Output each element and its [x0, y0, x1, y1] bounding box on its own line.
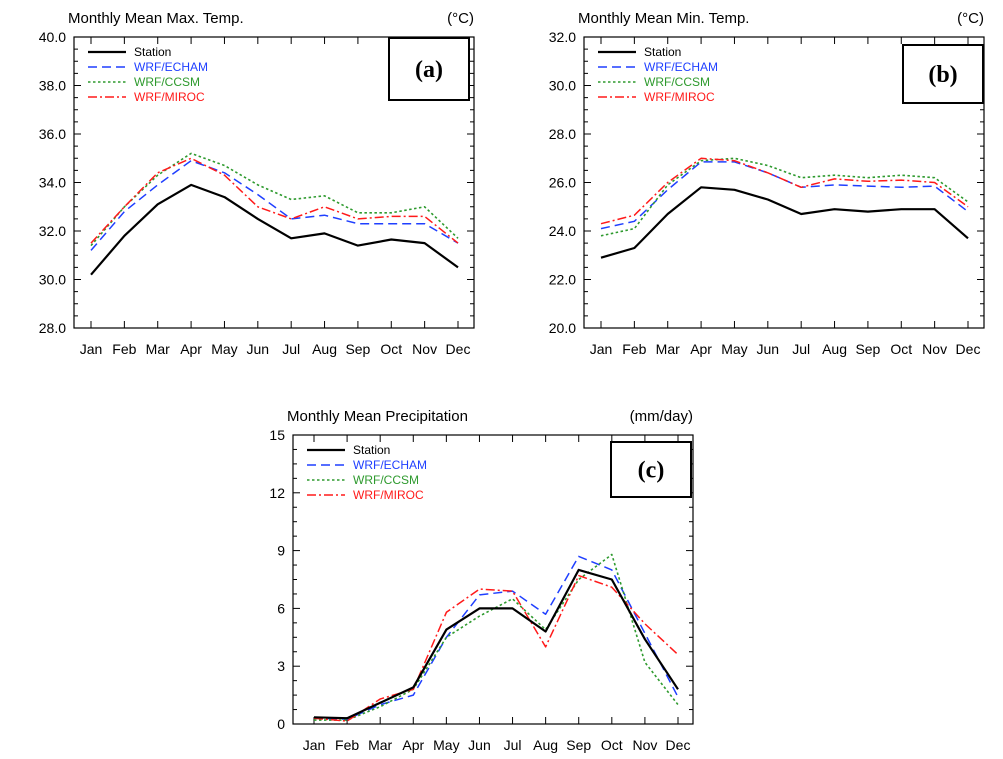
panel-label: (a) — [415, 57, 443, 83]
x-tick-label: Nov — [632, 737, 657, 753]
y-tick-label: 30.0 — [549, 78, 576, 94]
x-tick-label: Aug — [822, 341, 847, 357]
y-tick-label: 3 — [277, 658, 285, 674]
y-tick-label: 9 — [277, 543, 285, 559]
x-tick-label: Dec — [446, 341, 471, 357]
series-line-wrf-ccsm — [600, 157, 969, 237]
series-line-wrf-miroc — [313, 574, 679, 722]
unit-label: (°C) — [447, 10, 474, 27]
unit-label: (°C) — [957, 10, 984, 27]
y-tick-label: 34.0 — [39, 175, 66, 191]
panel-c: Monthly Mean Precipitation (mm/day) 0 3 6 9 12… — [269, 408, 694, 753]
y-tick-label: 15 — [269, 427, 285, 443]
y-tick-label: 28.0 — [549, 126, 576, 142]
panel-label: (c) — [638, 458, 665, 484]
x-tick-label: Feb — [335, 737, 359, 753]
series-line-wrf-ccsm — [314, 553, 679, 721]
series-line-wrf-echam — [313, 555, 679, 720]
y-tick-label: 32.0 — [549, 29, 576, 45]
panel-a: Monthly Mean Max. Temp. (°C) 28.0 30.0 32.0 3… — [39, 10, 475, 357]
legend-label-wrf-ccsm: WRF/CCSM — [134, 75, 200, 89]
x-tick-label: Jan — [303, 737, 326, 753]
panel-label: (b) — [928, 62, 957, 88]
legend-label-wrf-ccsm: WRF/CCSM — [353, 473, 419, 487]
series-line-wrf-echam — [90, 159, 459, 251]
x-tick-label: Jan — [590, 341, 613, 357]
series-line-wrf-miroc — [90, 157, 459, 244]
x-tick-label: Jul — [504, 737, 522, 753]
y-tick-label: 32.0 — [39, 223, 66, 239]
x-tick-label: Nov — [922, 341, 947, 357]
x-tick-label: Oct — [380, 341, 402, 357]
x-tick-label: Apr — [180, 341, 202, 357]
series-line-station — [90, 183, 459, 276]
x-tick-label: Jan — [80, 341, 103, 357]
legend-label-station: Station — [644, 45, 681, 59]
y-tick-label: 24.0 — [549, 223, 576, 239]
legend-label-wrf-ccsm: WRF/CCSM — [644, 75, 710, 89]
legend-label-wrf-miroc: WRF/MIROC — [644, 90, 715, 104]
x-tick-label: Apr — [402, 737, 424, 753]
x-tick-label: Aug — [312, 341, 337, 357]
x-tick-label: Jul — [792, 341, 810, 357]
y-tick-label: 22.0 — [549, 272, 576, 288]
x-tick-label: Jul — [282, 341, 300, 357]
legend-label-wrf-echam: WRF/ECHAM — [353, 458, 427, 472]
y-tick-label: 12 — [269, 485, 285, 501]
legend-label-wrf-miroc: WRF/MIROC — [353, 488, 424, 502]
y-tick-label: 30.0 — [39, 272, 66, 288]
x-tick-label: Jun — [468, 737, 491, 753]
x-tick-label: Feb — [112, 341, 136, 357]
x-tick-label: May — [721, 341, 747, 357]
chart-title: Monthly Mean Min. Temp. — [578, 10, 749, 27]
x-tick-label: May — [211, 341, 237, 357]
legend-label-wrf-miroc: WRF/MIROC — [134, 90, 205, 104]
chart-title: Monthly Mean Max. Temp. — [68, 10, 244, 27]
x-tick-label: Aug — [533, 737, 558, 753]
x-tick-label: Oct — [601, 737, 623, 753]
series-line-station — [600, 186, 969, 259]
legend-label-station: Station — [134, 45, 171, 59]
x-tick-label: Apr — [690, 341, 712, 357]
x-tick-label: Nov — [412, 341, 437, 357]
x-tick-label: Dec — [956, 341, 981, 357]
x-tick-label: Mar — [368, 737, 392, 753]
y-tick-label: 40.0 — [39, 29, 66, 45]
x-tick-label: Sep — [566, 737, 591, 753]
y-tick-label: 28.0 — [39, 320, 66, 336]
y-tick-label: 38.0 — [39, 78, 66, 94]
y-tick-label: 26.0 — [549, 175, 576, 191]
legend-label-wrf-echam: WRF/ECHAM — [134, 60, 208, 74]
panel-label-box — [902, 44, 984, 104]
unit-label: (mm/day) — [630, 408, 693, 425]
y-tick-label: 6 — [277, 600, 285, 616]
series-line-station — [313, 568, 679, 720]
series-line-wrf-miroc — [600, 157, 969, 225]
panel-label-box — [388, 37, 470, 101]
x-tick-label: Jun — [757, 341, 780, 357]
x-tick-label: Mar — [146, 341, 170, 357]
legend-label-station: Station — [353, 443, 390, 457]
x-tick-label: Mar — [656, 341, 680, 357]
x-tick-label: Dec — [666, 737, 691, 753]
x-tick-label: Oct — [890, 341, 912, 357]
x-tick-label: Sep — [345, 341, 370, 357]
panel-b: Monthly Mean Min. Temp. (°C) 20.0 22.0 24.0 2… — [549, 10, 985, 357]
x-tick-label: Jun — [247, 341, 270, 357]
y-tick-label: 0 — [277, 716, 285, 732]
x-tick-label: Sep — [855, 341, 880, 357]
panel-label-box — [610, 441, 692, 498]
legend-label-wrf-echam: WRF/ECHAM — [644, 60, 718, 74]
y-tick-label: 20.0 — [549, 320, 576, 336]
x-tick-label: May — [433, 737, 459, 753]
chart-title: Monthly Mean Precipitation — [287, 408, 468, 425]
y-tick-label: 36.0 — [39, 126, 66, 142]
x-tick-label: Feb — [622, 341, 646, 357]
series-line-wrf-ccsm — [90, 152, 459, 247]
